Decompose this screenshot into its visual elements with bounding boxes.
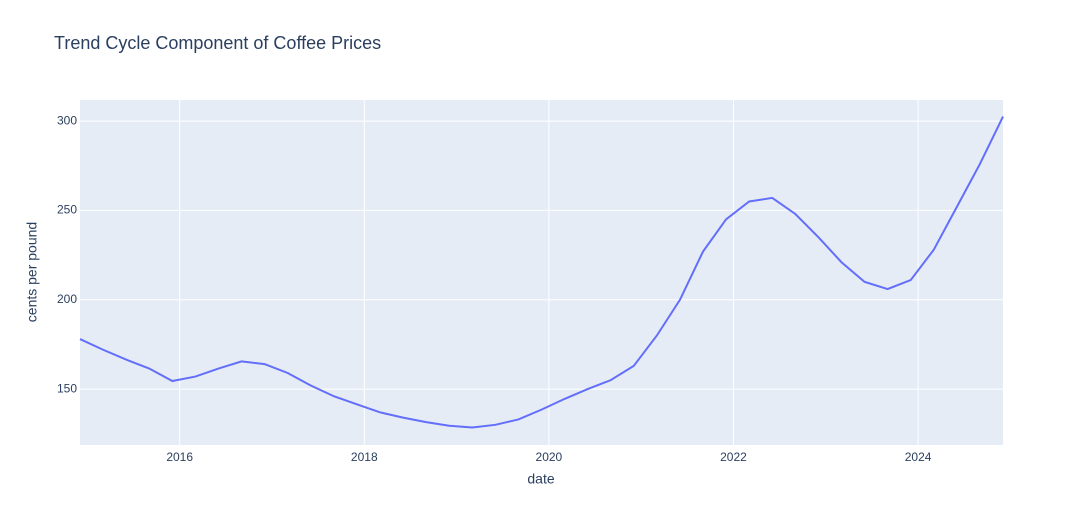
x-tick-label: 2020: [536, 450, 563, 464]
chart-title: Trend Cycle Component of Coffee Prices: [54, 33, 381, 53]
y-tick-label: 300: [57, 113, 77, 127]
x-tick-label: 2024: [905, 450, 932, 464]
x-tick-label: 2016: [166, 450, 193, 464]
y-tick-label: 250: [57, 203, 77, 217]
x-axis-label: date: [527, 471, 554, 487]
plot-area: [80, 100, 1003, 445]
x-tick-label: 2022: [720, 450, 747, 464]
data-line: [79, 116, 1004, 429]
y-axis-label: cents per pound: [24, 222, 40, 322]
y-tick-label: 150: [57, 381, 77, 395]
x-tick-label: 2018: [351, 450, 378, 464]
y-tick-label: 200: [57, 292, 77, 306]
